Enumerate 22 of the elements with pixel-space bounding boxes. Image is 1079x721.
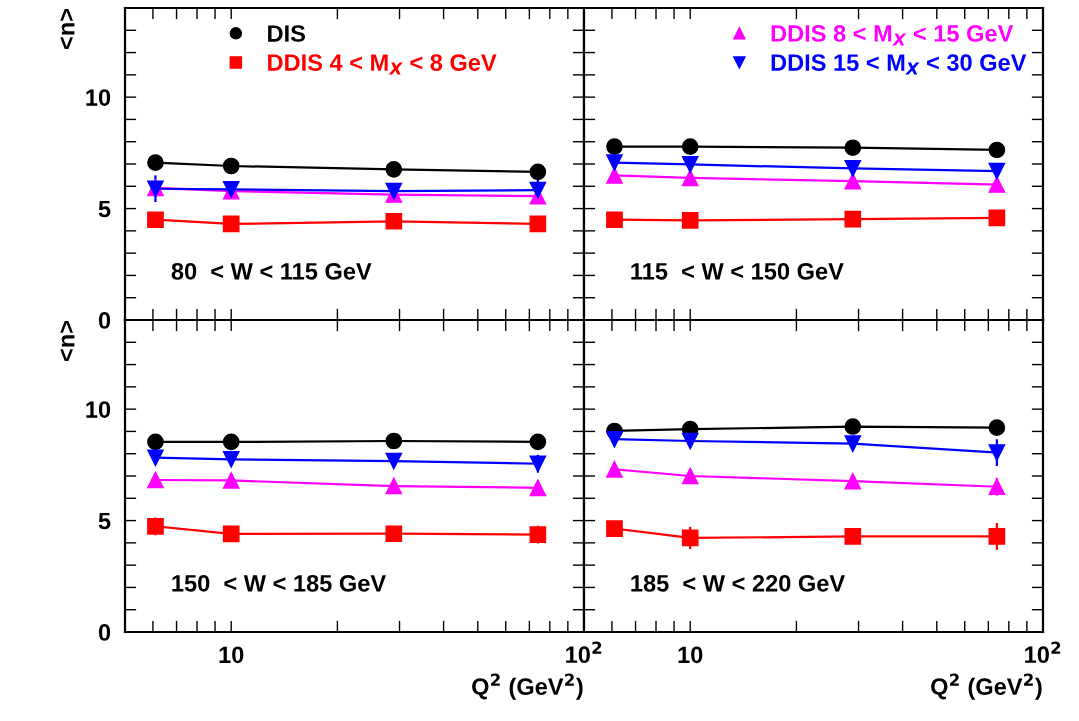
legend-label: DDIS 15 < M$_{X}$ < 30 GeV [771,54,1027,75]
x-tick-label: 10 [219,646,244,664]
x-tick-label: 10 [678,646,703,664]
legend-label: DDIS 8 < M$_{X}$ < 15 GeV [771,25,1014,46]
annotation: 80 < W < 115 GeV [171,262,372,280]
annotation: 115 < W < 150 GeV [631,262,844,280]
y-axis-title: <n> [60,320,75,362]
y-tick-label: 10 [86,89,111,106]
legend-label: DIS [268,25,305,42]
y-tick-label: 10 [86,401,111,418]
annotation: 150 < W < 185 GeV [172,574,386,592]
x-tick-label: 10$^{2}$ [1025,641,1061,664]
y-tick-label: 5 [98,512,111,530]
y-tick-label: 0 [98,312,111,329]
x-tick-label: 10$^{2}$ [566,641,602,664]
x-axis-title: Q$^{2}$ (GeV$^{2}$) [472,673,583,700]
y-tick-label: 0 [98,624,111,641]
x-axis-title: Q$^{2}$ (GeV$^{2}$) [931,673,1042,700]
annotation: 185 < W < 220 GeV [631,574,845,592]
legend-label: DDIS 4 < M$_{X}$ < 8 GeV [268,54,497,75]
y-axis-title: <n> [60,8,75,50]
y-tick-label: 5 [98,200,111,218]
